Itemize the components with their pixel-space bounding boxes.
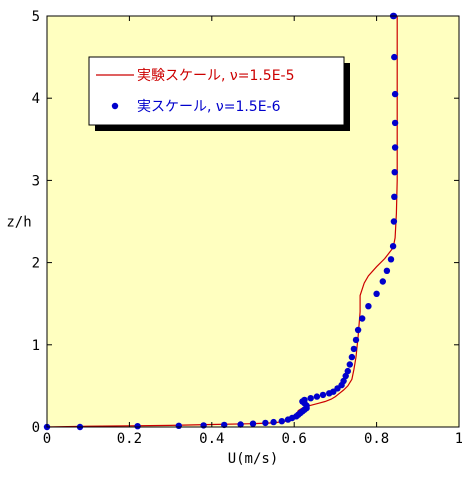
data-point xyxy=(262,419,269,427)
x-tick-label: 0 xyxy=(43,431,51,447)
y-tick-label: 4 xyxy=(32,91,40,107)
data-point xyxy=(354,326,362,334)
data-point xyxy=(270,418,277,426)
data-point xyxy=(249,420,257,427)
data-point xyxy=(200,422,207,429)
plot-curves xyxy=(43,12,399,431)
data-point xyxy=(391,144,399,151)
data-point xyxy=(391,90,399,98)
y-tick-label: 1 xyxy=(32,338,40,354)
data-point xyxy=(301,396,308,404)
data-point xyxy=(391,169,398,176)
data-point xyxy=(348,353,356,361)
data-point xyxy=(344,367,351,375)
data-point xyxy=(383,267,391,274)
data-point xyxy=(379,278,386,285)
data-point xyxy=(387,256,395,263)
data-point xyxy=(313,393,321,400)
data-point xyxy=(389,243,397,250)
legend-box xyxy=(88,56,345,126)
data-point xyxy=(390,218,398,225)
y-axis-ticks: 0 1 2 3 4 5 xyxy=(32,9,459,436)
x-tick-label: 0.4 xyxy=(199,431,224,447)
x-tick-label: 1 xyxy=(455,431,462,447)
legend-marker-sample xyxy=(111,102,119,110)
data-point xyxy=(340,377,347,385)
legend-label-real: 実スケール, ν=1.5E-6 xyxy=(137,99,281,115)
data-point xyxy=(352,336,360,344)
data-point xyxy=(237,421,244,428)
y-axis-label: z/h xyxy=(6,215,31,231)
data-point xyxy=(359,315,366,322)
data-point xyxy=(391,53,398,61)
data-point xyxy=(278,418,285,425)
data-point xyxy=(391,193,398,200)
y-tick-label: 2 xyxy=(32,256,40,272)
x-axis-ticks: 0 0.2 0.4 0.6 0.8 1 xyxy=(43,16,462,447)
plot-frame xyxy=(46,15,460,428)
x-axis-label: U(m/s) xyxy=(228,451,279,467)
y-tick-label: 3 xyxy=(32,173,40,189)
series-line-experimental xyxy=(46,16,398,428)
data-point xyxy=(391,119,399,127)
legend-label-experimental: 実験スケール, ν=1.5E-5 xyxy=(137,68,295,84)
data-point xyxy=(342,372,349,380)
data-point xyxy=(350,345,358,353)
x-tick-label: 0.6 xyxy=(282,431,307,447)
data-point xyxy=(346,361,353,368)
data-point xyxy=(365,303,372,310)
data-point xyxy=(221,421,228,429)
data-point xyxy=(175,422,182,429)
data-point xyxy=(134,423,141,430)
data-point xyxy=(373,290,380,297)
x-tick-label: 0.8 xyxy=(364,431,389,447)
data-point xyxy=(319,391,327,399)
legend: 実験スケール, ν=1.5E-5 実スケール, ν=1.5E-6 xyxy=(88,56,350,131)
x-tick-label: 0.2 xyxy=(117,431,142,447)
y-tick-label: 0 xyxy=(32,420,40,436)
data-point xyxy=(307,395,314,402)
y-tick-label: 5 xyxy=(32,9,40,25)
